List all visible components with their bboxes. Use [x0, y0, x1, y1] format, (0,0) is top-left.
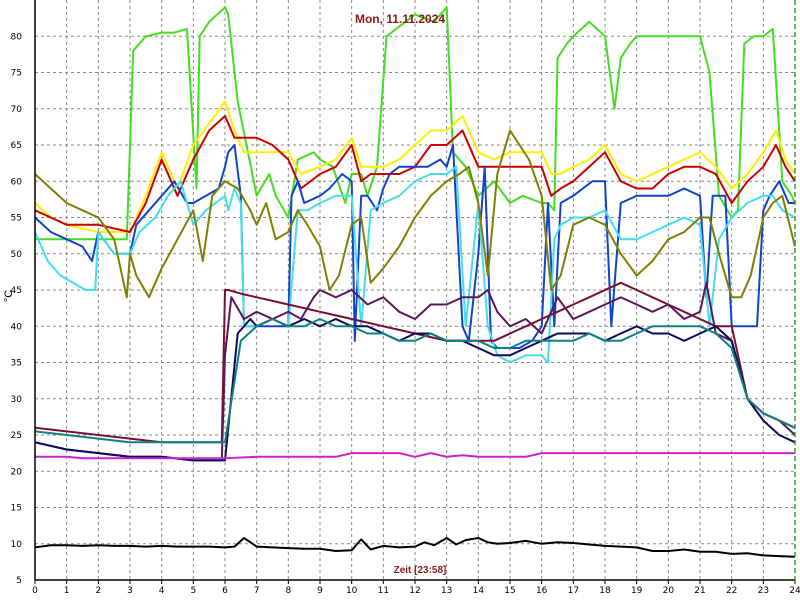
y-tick-label: 5 — [16, 576, 22, 586]
series-line-3 — [34, 115, 796, 233]
x-tick-label: 16 — [536, 586, 548, 596]
y-tick-labels: 5 10 15 20 25 30 35 40 45 50 55 60 65 70 75 80 — [11, 32, 23, 586]
y-tick-label: 30 — [11, 395, 23, 405]
x-tick-label: 3 — [127, 586, 133, 596]
y-tick-label: 65 — [11, 141, 22, 151]
y-tick-label: 10 — [11, 540, 23, 550]
x-tick-labels: 0 1 2 3 4 5 6 7 8 9 10 11 12 13 14 15 16 17 18 19 20 21 22 23 24 — [32, 586, 800, 596]
x-tick-label: 6 — [222, 586, 228, 596]
y-tick-label: 20 — [11, 467, 23, 477]
x-tick-label: 22 — [726, 586, 737, 596]
y-tick-label: 55 — [11, 214, 22, 224]
series-line-4 — [34, 144, 795, 349]
x-tick-label: 5 — [190, 586, 196, 596]
x-tick-label: 8 — [285, 586, 291, 596]
chart-title: Mon, 11.11.2024 — [355, 12, 445, 26]
x-tick-label: 12 — [409, 586, 420, 596]
x-tick-label: 18 — [599, 586, 611, 596]
y-axis-label: °C — [3, 290, 15, 302]
series-line-10 — [34, 318, 796, 444]
y-tick-label: 35 — [11, 359, 22, 369]
series-line-8 — [34, 281, 796, 462]
x-tick-label: 21 — [694, 586, 705, 596]
x-tick-label: 20 — [663, 586, 675, 596]
series-line-5 — [34, 165, 796, 364]
x-tick-label: 19 — [631, 586, 643, 596]
x-tick-label: 14 — [473, 586, 485, 596]
x-tick-label: 23 — [758, 586, 769, 596]
y-tick-label: 40 — [11, 322, 23, 332]
x-tick-label: 11 — [378, 586, 389, 596]
x-tick-label: 4 — [159, 586, 165, 596]
x-tick-label: 13 — [441, 586, 452, 596]
y-tick-label: 60 — [11, 177, 23, 187]
x-tick-label: 10 — [346, 586, 358, 596]
x-tick-label: 1 — [64, 586, 70, 596]
x-tick-label: 7 — [254, 586, 260, 596]
x-tick-label: 15 — [504, 586, 515, 596]
x-tick-label: 24 — [789, 586, 800, 596]
series-line-11 — [35, 452, 795, 460]
y-tick-label: 70 — [11, 105, 23, 115]
y-tick-label: 25 — [11, 431, 22, 441]
y-tick-label: 45 — [11, 286, 22, 296]
x-axis-label: Zeit [23:58] — [394, 565, 447, 576]
y-tick-label: 15 — [11, 504, 22, 514]
y-tick-label: 75 — [11, 69, 22, 79]
x-tick-label: 0 — [32, 586, 38, 596]
x-tick-label: 17 — [568, 586, 579, 596]
x-tick-label: 2 — [95, 586, 101, 596]
series-line-2 — [34, 100, 796, 233]
y-tick-label: 50 — [11, 250, 23, 260]
y-tick-label: 80 — [11, 32, 23, 42]
series-line-12 — [34, 537, 796, 558]
series-line-6 — [34, 129, 796, 299]
data-series — [34, 6, 796, 558]
axes — [34, 0, 796, 584]
x-tick-label: 9 — [317, 586, 323, 596]
